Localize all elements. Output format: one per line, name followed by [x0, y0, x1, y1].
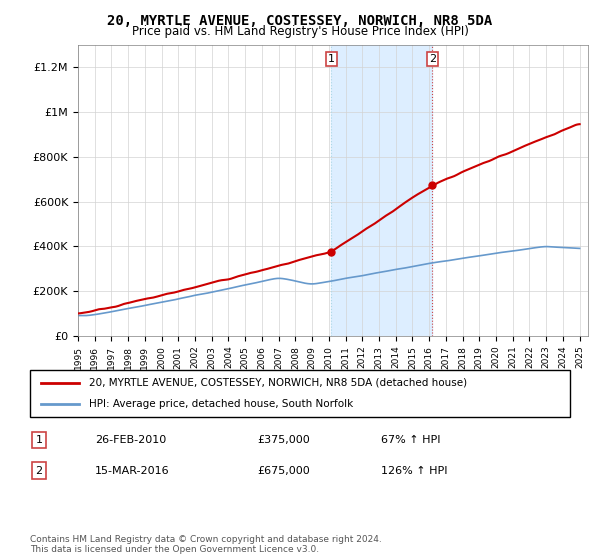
Text: Contains HM Land Registry data © Crown copyright and database right 2024.
This d: Contains HM Land Registry data © Crown c…: [30, 535, 382, 554]
Text: Price paid vs. HM Land Registry's House Price Index (HPI): Price paid vs. HM Land Registry's House …: [131, 25, 469, 38]
Text: 20, MYRTLE AVENUE, COSTESSEY, NORWICH, NR8 5DA: 20, MYRTLE AVENUE, COSTESSEY, NORWICH, N…: [107, 14, 493, 28]
Text: 67% ↑ HPI: 67% ↑ HPI: [381, 435, 440, 445]
Text: 20, MYRTLE AVENUE, COSTESSEY, NORWICH, NR8 5DA (detached house): 20, MYRTLE AVENUE, COSTESSEY, NORWICH, N…: [89, 378, 467, 388]
FancyBboxPatch shape: [30, 370, 570, 417]
Text: 26-FEB-2010: 26-FEB-2010: [95, 435, 166, 445]
Text: 15-MAR-2016: 15-MAR-2016: [95, 465, 169, 475]
Text: 1: 1: [35, 435, 43, 445]
Text: 1: 1: [328, 54, 335, 64]
Text: HPI: Average price, detached house, South Norfolk: HPI: Average price, detached house, Sout…: [89, 399, 353, 409]
Text: 2: 2: [429, 54, 436, 64]
Text: 2: 2: [35, 465, 43, 475]
Text: £375,000: £375,000: [257, 435, 310, 445]
Bar: [331, 45, 433, 336]
Text: £675,000: £675,000: [257, 465, 310, 475]
Text: 126% ↑ HPI: 126% ↑ HPI: [381, 465, 448, 475]
